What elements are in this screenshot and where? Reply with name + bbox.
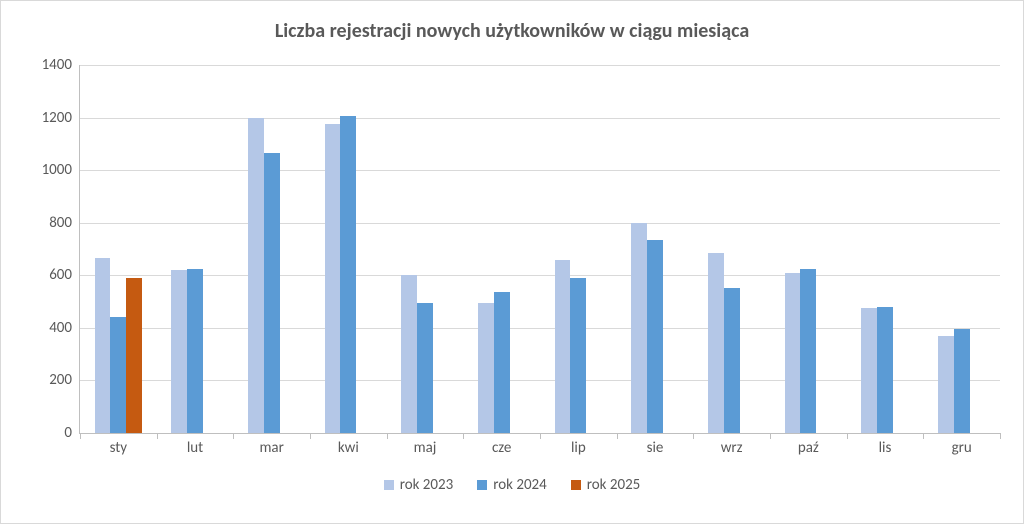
- bar: [724, 288, 740, 433]
- x-tick-mark: [770, 433, 771, 439]
- chart-title: Liczba rejestracji nowych użytkowników w…: [1, 19, 1023, 43]
- x-tick-label: sie: [647, 433, 664, 457]
- legend-item: rok 2025: [571, 476, 641, 494]
- y-tick-label: 400: [49, 319, 80, 337]
- x-tick-mark: [463, 433, 464, 439]
- x-tick-mark: [1000, 433, 1001, 439]
- x-tick-label: mar: [259, 433, 283, 457]
- x-tick-mark: [157, 433, 158, 439]
- bar: [264, 153, 280, 433]
- plot-area: 0200400600800100012001400stylutmarkwimaj…: [79, 65, 1000, 434]
- gridline: [80, 223, 1000, 224]
- x-tick-mark: [693, 433, 694, 439]
- y-tick-label: 0: [64, 424, 80, 442]
- gridline: [80, 275, 1000, 276]
- bar: [555, 260, 571, 433]
- x-tick-label: paź: [798, 433, 819, 457]
- bar: [785, 273, 801, 433]
- bar: [631, 223, 647, 433]
- y-tick-label: 1400: [42, 56, 80, 74]
- legend-item: rok 2024: [477, 476, 547, 494]
- bar: [401, 275, 417, 433]
- x-tick-mark: [233, 433, 234, 439]
- bar: [861, 308, 877, 433]
- y-tick-label: 1000: [42, 161, 80, 179]
- x-tick-label: gru: [952, 433, 972, 457]
- bar: [708, 253, 724, 433]
- x-tick-mark: [923, 433, 924, 439]
- x-tick-label: sty: [110, 433, 128, 457]
- bar: [494, 292, 510, 433]
- x-tick-mark: [310, 433, 311, 439]
- bar: [478, 303, 494, 433]
- legend-swatch: [477, 480, 487, 490]
- x-tick-label: cze: [492, 433, 511, 457]
- y-tick-label: 800: [49, 214, 80, 232]
- y-tick-label: 200: [49, 371, 80, 389]
- gridline: [80, 170, 1000, 171]
- chart-frame: Liczba rejestracji nowych użytkowników w…: [0, 0, 1024, 524]
- gridline: [80, 118, 1000, 119]
- gridline: [80, 65, 1000, 66]
- bar: [877, 307, 893, 433]
- bar: [417, 303, 433, 433]
- x-tick-label: lip: [571, 433, 586, 457]
- x-tick-mark: [847, 433, 848, 439]
- bar: [126, 278, 142, 433]
- x-tick-mark: [387, 433, 388, 439]
- bar: [171, 270, 187, 433]
- bar: [800, 269, 816, 433]
- x-tick-label: kwi: [338, 433, 359, 457]
- legend-swatch: [571, 480, 581, 490]
- bar: [187, 269, 203, 433]
- x-tick-mark: [540, 433, 541, 439]
- x-tick-label: maj: [414, 433, 437, 457]
- x-tick-label: lis: [879, 433, 892, 457]
- x-tick-label: wrz: [721, 433, 743, 457]
- bar: [95, 258, 111, 433]
- y-tick-label: 1200: [42, 109, 80, 127]
- y-tick-label: 600: [49, 266, 80, 284]
- bar: [110, 317, 126, 433]
- legend-label: rok 2023: [400, 476, 454, 494]
- bar: [248, 118, 264, 433]
- bar: [570, 278, 586, 433]
- bar: [340, 116, 356, 433]
- x-tick-mark: [80, 433, 81, 439]
- bar: [325, 124, 341, 433]
- legend-label: rok 2024: [493, 476, 547, 494]
- legend-swatch: [384, 480, 394, 490]
- legend: rok 2023 rok 2024 rok 2025: [1, 476, 1023, 494]
- x-tick-mark: [617, 433, 618, 439]
- legend-label: rok 2025: [587, 476, 641, 494]
- bar: [938, 336, 954, 433]
- bar: [647, 240, 663, 433]
- x-tick-label: lut: [187, 433, 203, 457]
- legend-item: rok 2023: [384, 476, 454, 494]
- bar: [954, 329, 970, 433]
